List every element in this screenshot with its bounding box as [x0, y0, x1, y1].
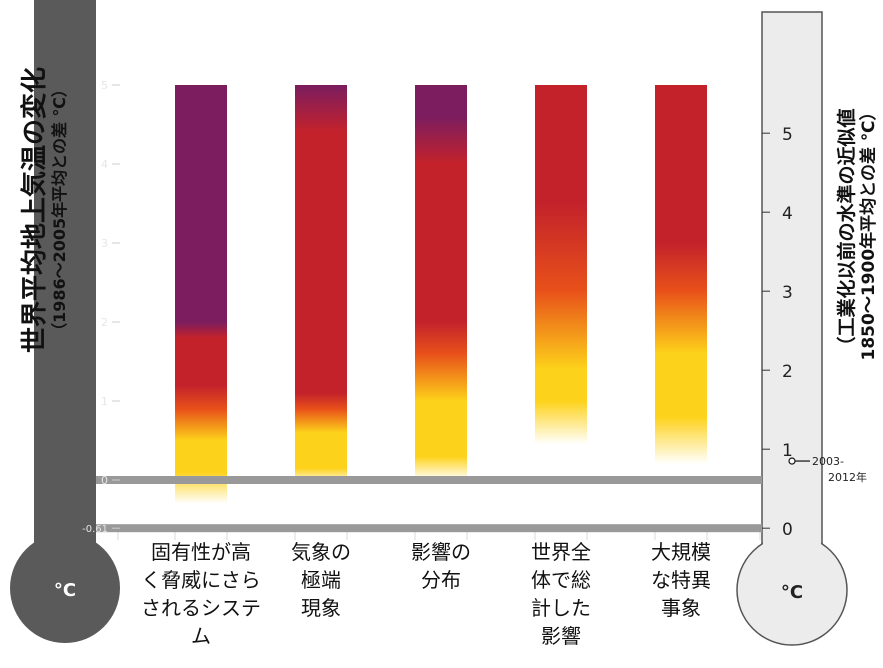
risk-bar	[655, 85, 707, 529]
category-label: く脅威にさら	[141, 568, 261, 592]
category-label: されるシステ	[141, 596, 261, 620]
right-tick-label: 1	[782, 441, 793, 461]
risk-bar	[175, 85, 227, 529]
category-label: 影響	[541, 624, 581, 648]
left-tick-label: 5	[101, 79, 108, 92]
reference-line-preindustrial	[96, 524, 762, 533]
right-axis-subtitle: 1850～1900年平均との差 ℃）	[858, 104, 879, 361]
category-label: 気象の	[291, 540, 351, 564]
right-tick-label: 0	[782, 520, 793, 540]
category-label: な特異	[651, 568, 711, 592]
left-tick-label: -0.61	[82, 524, 108, 535]
category-label: 極端	[301, 568, 341, 592]
period-marker-label: 2012年	[828, 470, 867, 484]
category-label: 体で総	[531, 568, 591, 592]
left-bulb-unit: °C	[54, 580, 76, 601]
left-tick-label: 2	[101, 316, 108, 329]
category-label: 影響の	[411, 540, 471, 564]
left-axis-title: 世界平均地上気温の変化	[19, 67, 50, 353]
right-tick-label: 2	[782, 362, 793, 382]
category-label: 事象	[661, 596, 701, 620]
left-axis-subtitle: （1986～2005年平均との差 ℃）	[50, 81, 69, 339]
right-tick-label: 4	[782, 204, 793, 224]
category-label: 固有性が高	[151, 540, 251, 564]
left-tick-label: 0	[101, 474, 108, 487]
reference-line-present	[96, 476, 762, 484]
category-label: 分布	[421, 568, 461, 592]
right-tick-label: 5	[782, 125, 793, 145]
left-tick-label: 4	[101, 158, 108, 171]
left-axis-title-group: 世界平均地上気温の変化 （1986～2005年平均との差 ℃）	[19, 67, 69, 353]
right-thermometer-stem	[761, 11, 823, 607]
category-label: 世界全	[531, 540, 591, 564]
category-label: 大規模	[651, 540, 711, 564]
right-tick-label: 3	[782, 283, 793, 303]
right-bulb-unit: °C	[781, 582, 803, 603]
period-marker-label: 2003-	[812, 455, 844, 468]
right-axis-title: （工業化以前の水準の近似値	[835, 108, 858, 355]
risk-bar	[295, 85, 347, 529]
left-thermometer-stem	[34, 0, 96, 600]
right-thermometer-joint	[763, 520, 821, 560]
risk-bar	[415, 85, 467, 529]
left-tick-label: 1	[101, 395, 108, 408]
category-label: 計した	[531, 596, 591, 620]
category-label: ム	[191, 624, 211, 648]
left-tick-label: 3	[101, 237, 108, 250]
period-marker-dot	[788, 457, 796, 465]
left-thermometer-bulb	[10, 533, 120, 643]
risk-bar	[535, 85, 587, 529]
category-label: 現象	[301, 596, 341, 620]
right-axis-title-group: （工業化以前の水準の近似値 1850～1900年平均との差 ℃）	[835, 104, 879, 361]
